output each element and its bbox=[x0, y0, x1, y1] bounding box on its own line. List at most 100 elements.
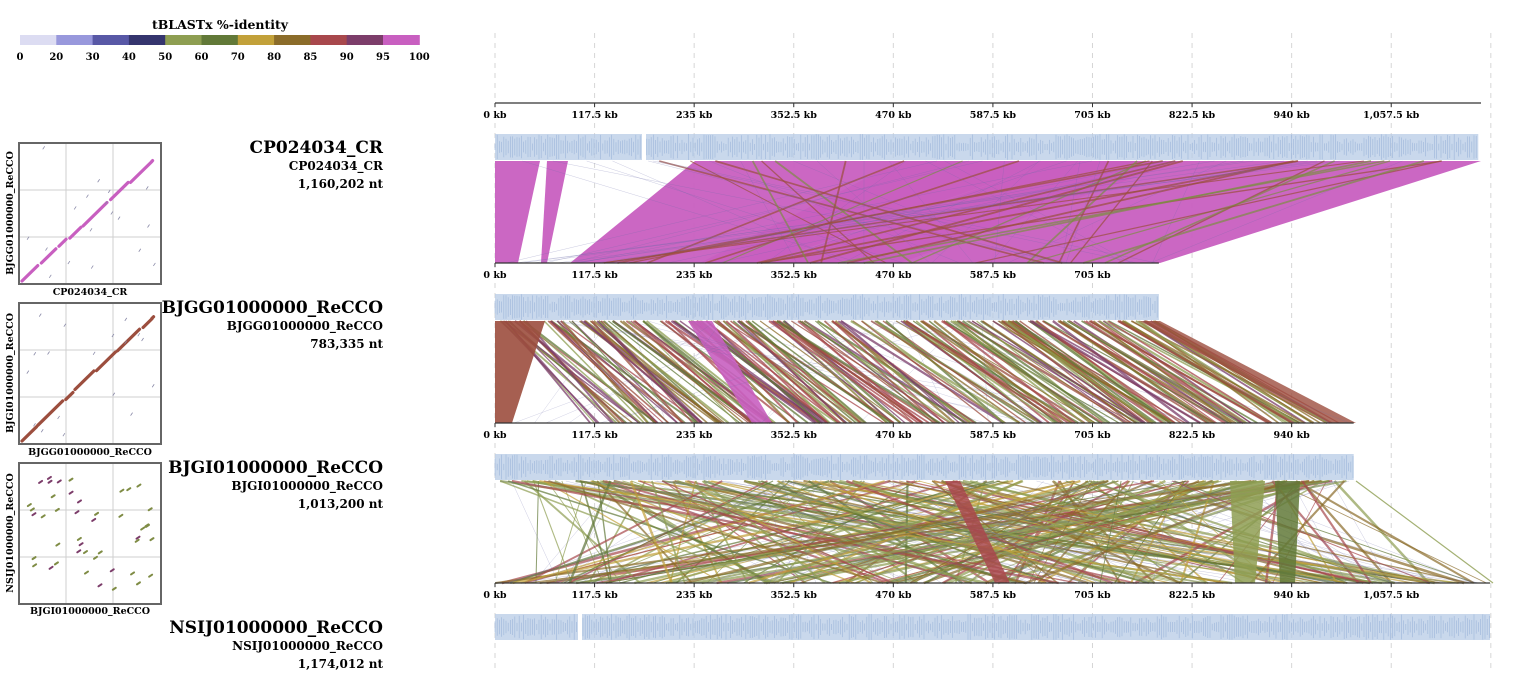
match-line bbox=[1122, 320, 1305, 424]
match-line bbox=[855, 480, 1116, 584]
match-line bbox=[550, 320, 659, 424]
legend-tick-label: 0 bbox=[17, 52, 24, 63]
dotplot-segment bbox=[130, 571, 136, 576]
legend-tick-label: 100 bbox=[409, 52, 430, 63]
match-line bbox=[1174, 480, 1377, 584]
genome-label-3: BJGI01000000_ReCCO BJGI01000000_ReCCO 1,… bbox=[168, 458, 383, 511]
legend-color-bar bbox=[20, 35, 420, 45]
legend-swatch bbox=[128, 35, 166, 45]
dotplot-dot bbox=[124, 317, 128, 322]
match-line bbox=[765, 160, 907, 264]
track-genes bbox=[494, 454, 1354, 480]
dotplot-segment bbox=[135, 581, 141, 586]
match-line bbox=[959, 480, 1149, 584]
match-line bbox=[1103, 480, 1245, 584]
match-line bbox=[884, 480, 1092, 584]
dotplot-segment bbox=[54, 507, 60, 512]
match-line bbox=[701, 479, 1329, 585]
dotplot-3: BJGI01000000_ReCCO NSIJ01000000_ReCCO bbox=[5, 462, 162, 617]
match-line bbox=[723, 320, 885, 424]
match-line bbox=[816, 160, 930, 264]
match-line bbox=[994, 160, 1005, 264]
dotplot-segment bbox=[128, 160, 154, 185]
match-line bbox=[1291, 480, 1347, 584]
match-line bbox=[769, 480, 820, 584]
dotplot-segment bbox=[119, 488, 125, 493]
match-line bbox=[629, 480, 673, 584]
match-line bbox=[996, 320, 1297, 424]
match-line bbox=[842, 320, 924, 424]
match-line bbox=[583, 480, 1281, 584]
match-line bbox=[840, 320, 1005, 424]
match-line bbox=[1098, 320, 1272, 424]
match-line bbox=[547, 320, 658, 424]
dotplot-dot bbox=[33, 423, 36, 427]
match-line bbox=[799, 320, 966, 424]
match-line bbox=[1129, 480, 1479, 584]
dotplot-segment bbox=[31, 512, 37, 517]
match-line bbox=[779, 480, 1202, 584]
match-line bbox=[885, 320, 1005, 424]
match-line bbox=[550, 320, 670, 424]
genome-subtitle: BJGI01000000_ReCCO bbox=[231, 479, 383, 494]
match-band bbox=[945, 481, 1010, 583]
dotplot-dot bbox=[147, 224, 150, 228]
match-line bbox=[558, 320, 1176, 424]
match-line bbox=[751, 160, 809, 264]
dotplot-segment bbox=[36, 399, 65, 427]
genome-track bbox=[494, 294, 1159, 320]
match-line bbox=[652, 160, 1138, 264]
match-line bbox=[642, 320, 762, 424]
dotplot-dot bbox=[73, 206, 77, 210]
dotplot-segment bbox=[38, 479, 44, 484]
match-line bbox=[783, 480, 1481, 584]
match-line bbox=[687, 480, 807, 584]
match-line bbox=[761, 320, 844, 424]
match-line bbox=[975, 160, 1442, 264]
match-line bbox=[905, 320, 1062, 424]
dotplot-dot bbox=[138, 248, 142, 252]
match-line bbox=[544, 480, 1344, 584]
dotplot-dot bbox=[110, 211, 114, 215]
match-line bbox=[704, 480, 1118, 584]
match-line bbox=[532, 480, 620, 584]
match-line bbox=[583, 320, 703, 424]
dotplot-dot bbox=[62, 432, 66, 437]
dotplot-segment bbox=[94, 511, 100, 516]
dotplot-segment bbox=[150, 159, 155, 163]
dotplot-segment bbox=[31, 556, 37, 561]
dotplot-segment bbox=[73, 369, 96, 392]
match-line bbox=[506, 480, 850, 584]
legend-tick-label: 50 bbox=[158, 52, 172, 63]
axis-tick-label: 352.5 kb bbox=[771, 110, 818, 121]
dotplot-segment bbox=[108, 180, 130, 202]
match-line bbox=[944, 160, 1132, 264]
match-line bbox=[613, 480, 788, 584]
match-line bbox=[1014, 320, 1157, 424]
match-line bbox=[1083, 160, 1425, 264]
dotplot-segment bbox=[39, 247, 58, 265]
dotplot-segment bbox=[111, 586, 117, 591]
match-line bbox=[556, 160, 1326, 264]
match-line bbox=[573, 320, 1044, 424]
match-line bbox=[613, 480, 1032, 584]
match-line bbox=[792, 320, 1067, 424]
match-line bbox=[737, 320, 847, 424]
genome-title: BJGG01000000_ReCCO bbox=[162, 298, 384, 318]
match-line bbox=[730, 320, 866, 424]
match-line bbox=[646, 160, 905, 264]
genome-subtitle: CP024034_CR bbox=[289, 159, 384, 174]
match-line bbox=[552, 160, 1070, 264]
genome-track bbox=[494, 134, 1479, 160]
match-line bbox=[587, 480, 1336, 584]
match-line bbox=[563, 480, 623, 584]
match-line bbox=[760, 160, 1298, 264]
match-line bbox=[726, 480, 1176, 584]
match-line bbox=[522, 320, 641, 424]
match-line bbox=[1063, 480, 1185, 584]
comparison-1 bbox=[495, 160, 1481, 264]
match-band bbox=[1230, 481, 1265, 583]
dotplot-dot bbox=[145, 186, 149, 190]
match-line bbox=[925, 160, 1126, 264]
